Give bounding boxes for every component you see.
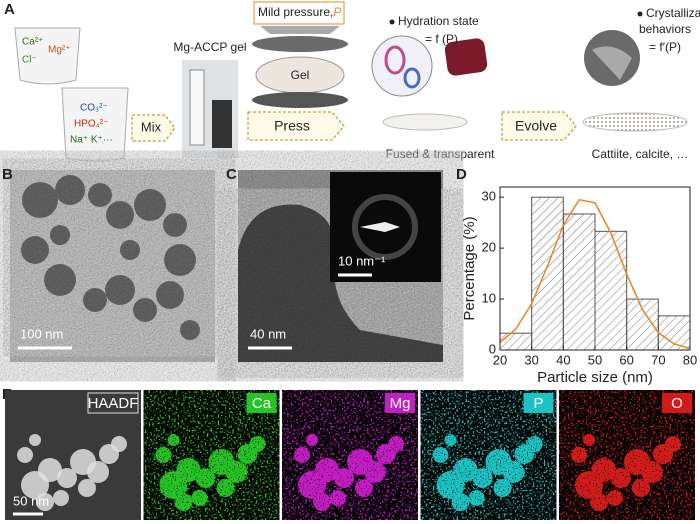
bullet (637, 11, 643, 17)
x-axis-label: Particle size (nm) (537, 369, 653, 386)
bar (499, 332, 533, 351)
label: Fused & transparent (386, 147, 495, 161)
label-box (523, 393, 554, 413)
particle (403, 67, 421, 89)
particle (36, 493, 54, 511)
ion: HPO₄²⁻ (74, 119, 108, 130)
panel-label: C (226, 166, 237, 183)
label: Hydration state (398, 14, 479, 28)
particle (111, 436, 127, 452)
label-box (253, 1, 345, 25)
photo (444, 38, 488, 76)
step: Evolve (515, 118, 557, 134)
beaker (14, 27, 81, 85)
particle (384, 45, 406, 75)
ion: Na⁺ K⁺··· (70, 135, 113, 146)
map-label: Mg (390, 395, 411, 412)
scale-label: 40 nm (250, 326, 286, 341)
ring (352, 194, 418, 260)
label: = f (P) (425, 32, 458, 46)
panel-a: A Ca²⁺ Mg²⁺ Cl⁻ CO₃²⁻ HPO₄²⁻ Na⁺ K⁺··· M… (4, 1, 700, 162)
x-tick-label: 80 (683, 352, 697, 367)
plate (252, 92, 348, 108)
label-box (385, 393, 415, 413)
bullet (389, 19, 395, 25)
bar (657, 315, 691, 351)
bar (594, 230, 628, 351)
step: Mix (141, 119, 162, 134)
label-box (246, 393, 277, 413)
panel-label: B (2, 166, 13, 183)
particle (29, 434, 41, 446)
particles (21, 175, 200, 340)
press (260, 26, 340, 34)
panel-b: B 100 nm (2, 166, 215, 362)
label: Crystallization (646, 6, 700, 20)
label-box (87, 392, 139, 414)
x-tick-label: 70 (651, 352, 665, 367)
plate (252, 36, 348, 52)
step: Press (274, 118, 310, 134)
label: Mild pressure, (258, 5, 333, 19)
y-axis-label: Percentage (%) (461, 216, 478, 320)
arrow (247, 111, 345, 141)
ion: Mg²⁺ (48, 45, 71, 56)
x-tick-label: 40 (556, 352, 570, 367)
eds-map: O (559, 390, 695, 520)
beam (360, 222, 400, 232)
ion: CO₃²⁻ (80, 103, 108, 114)
label: = f′(P) (649, 40, 681, 54)
label: Mg-ACCP gel (173, 40, 246, 54)
label: behaviors (639, 22, 691, 36)
x-tick-label: 60 (619, 352, 633, 367)
scale-label: 50 nm (13, 493, 49, 508)
panel-label: D (456, 166, 467, 183)
eds-map: HAADF 50 nm (5, 390, 141, 520)
panel-c: 10 nm⁻¹ C 40 nm (226, 166, 443, 362)
particle (238, 204, 443, 362)
particle (53, 490, 69, 506)
y-tick-label: 30 (482, 189, 496, 204)
crystal (592, 46, 632, 80)
x-tick-label: 20 (493, 352, 507, 367)
ion: Cl⁻ (22, 55, 37, 66)
label: Mild pressure,P (258, 5, 341, 19)
label-box (662, 393, 692, 413)
y-tick-label: 10 (482, 291, 496, 306)
scale-label: 10 nm⁻¹ (338, 253, 386, 268)
particle (78, 479, 96, 497)
particle (87, 461, 109, 483)
map-label: Ca (252, 395, 272, 412)
particle (17, 447, 33, 463)
y-tick-label: 20 (482, 240, 496, 255)
y-tick-label: 0 (489, 341, 496, 356)
ion: Ca²⁺ (22, 37, 43, 48)
map-label: P (533, 395, 543, 412)
x-tick-label: 50 (588, 352, 602, 367)
bar (562, 213, 596, 351)
eds-map: Mg (282, 390, 418, 520)
label: Gel (291, 68, 310, 82)
fit-curve (499, 198, 691, 350)
x-tick-label: 30 (524, 352, 538, 367)
beaker (61, 87, 129, 162)
eds-map: Ca (143, 390, 280, 520)
arrow (501, 111, 577, 141)
panel-label: A (4, 1, 15, 18)
disc (382, 113, 468, 131)
eds-map: P (420, 390, 557, 520)
particle (38, 458, 62, 482)
vial (189, 69, 205, 146)
disc (582, 112, 688, 132)
particle (57, 468, 77, 488)
arrow (131, 114, 176, 142)
scale-label: 100 nm (20, 326, 63, 341)
symbol: P (333, 5, 341, 19)
bar (531, 196, 564, 351)
label: Cattiite, calcite, … (592, 147, 689, 161)
map-label: O (671, 395, 683, 412)
vial (212, 100, 232, 148)
map-label: HAADF (88, 395, 139, 412)
